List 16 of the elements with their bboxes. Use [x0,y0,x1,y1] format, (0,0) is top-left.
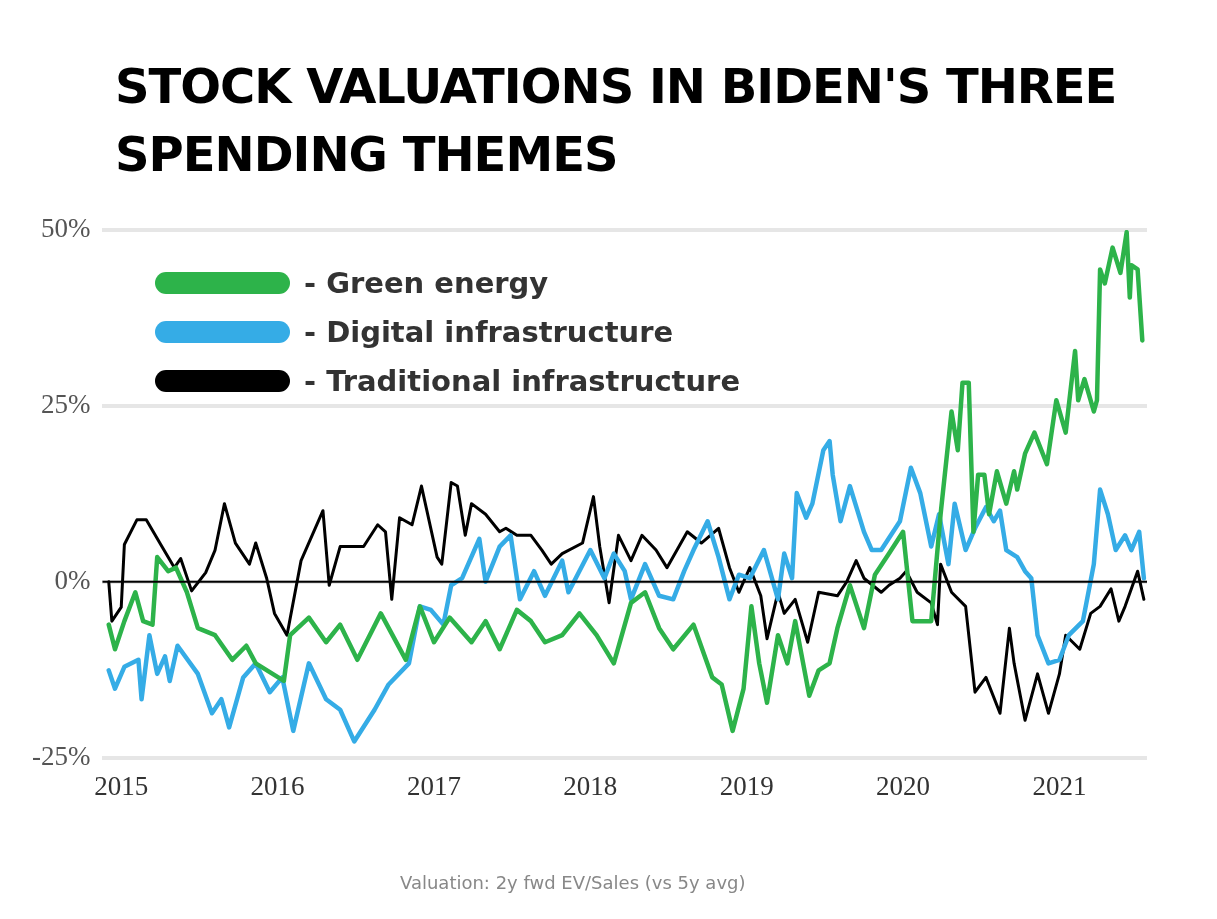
y-tick-label: 50% [40,213,91,244]
legend-label: - Green energy [304,265,549,300]
x-tick-label: 2016 [250,770,305,801]
x-tick-label: 2017 [406,770,461,801]
legend-label: - Traditional infrastructure [304,363,741,398]
x-tick-label: 2019 [719,770,774,801]
legend-label: - Digital infrastructure [304,314,674,349]
text: Valuation: 2y fwd EV/Sales (vs 5y avg) [400,872,746,893]
x-tick-label: 2015 [94,770,149,801]
y-tick-label: 25% [40,388,91,419]
x-tick-label: 2020 [876,770,931,801]
x-tick-label: 2018 [563,770,618,801]
chart-title: STOCK VALUATIONS IN BIDEN'S THREE SPENDING THEMES [115,57,1118,184]
y-tick-label: 0% [54,564,91,595]
y-tick-label: -25% [32,740,91,771]
x-tick-label: 2021 [1032,770,1087,801]
